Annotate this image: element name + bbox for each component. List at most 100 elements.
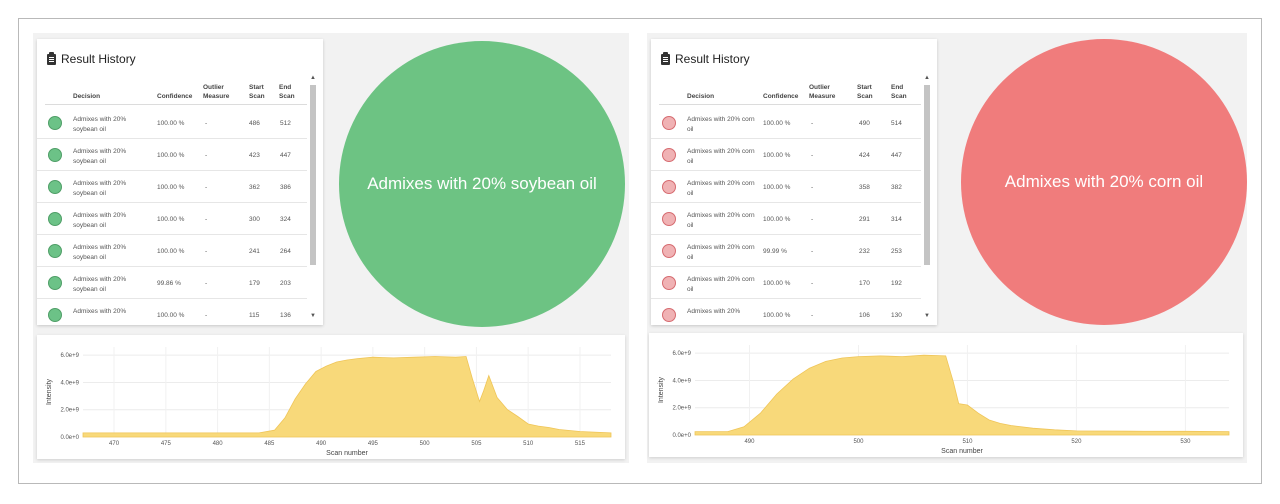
intensity-area bbox=[82, 356, 612, 438]
y-tick-label: 4.0e+9 bbox=[672, 378, 691, 384]
table-row[interactable]: Admixes with 20% corn oil 100.00 % - 170… bbox=[651, 267, 921, 299]
x-tick-label: 500 bbox=[420, 441, 431, 447]
row-start-scan: 179 bbox=[249, 280, 260, 287]
table-row[interactable]: Admixes with 20% soybean oil 100.00 % - … bbox=[37, 139, 307, 171]
row-decision: Admixes with 20% corn oil bbox=[687, 276, 755, 293]
table-body[interactable]: Admixes with 20% corn oil 100.00 % - 490… bbox=[651, 107, 921, 325]
row-confidence: 100.00 % bbox=[157, 216, 185, 223]
row-decision: Admixes with 20% corn oil bbox=[687, 180, 755, 197]
row-start-scan: 358 bbox=[859, 184, 870, 191]
table-row[interactable]: Admixes with 20% corn oil 100.00 % - 358… bbox=[651, 171, 921, 203]
row-decision: Admixes with 20% soybean oil bbox=[73, 180, 127, 197]
row-outlier: - bbox=[811, 216, 814, 223]
table-body[interactable]: Admixes with 20% soybean oil 100.00 % - … bbox=[37, 107, 307, 325]
row-confidence: 100.00 % bbox=[763, 152, 791, 159]
row-decision: Admixes with 20% soybean oil bbox=[73, 276, 127, 293]
scroll-up-icon[interactable]: ▲ bbox=[924, 75, 930, 81]
scroll-down-icon[interactable]: ▼ bbox=[924, 313, 930, 319]
scroll-down-icon[interactable]: ▼ bbox=[310, 313, 316, 319]
status-dot bbox=[48, 148, 62, 162]
intensity-chart: 0.0e+0 2.0e+9 4.0e+9 6.0e+9 470 475 480 485 490 4… bbox=[46, 347, 612, 457]
row-decision: Admixes with 20% bbox=[687, 308, 741, 315]
row-confidence: 99.99 % bbox=[763, 248, 787, 255]
x-tick-label: 530 bbox=[1180, 439, 1191, 445]
column-outlier: Outlier Measure bbox=[809, 84, 836, 100]
row-confidence: 100.00 % bbox=[157, 120, 185, 127]
row-end-scan: 203 bbox=[280, 280, 291, 287]
table-row[interactable]: Admixes with 20% soybean oil 100.00 % - … bbox=[37, 203, 307, 235]
clipboard-icon bbox=[47, 51, 56, 65]
row-end-scan: 447 bbox=[280, 152, 291, 159]
table-header: Decision Confidence Outlier Measure Star… bbox=[651, 75, 921, 105]
column-end-scan: End Scan bbox=[279, 84, 295, 100]
status-dot bbox=[48, 180, 62, 194]
row-outlier: - bbox=[811, 248, 814, 255]
row-outlier: - bbox=[811, 120, 814, 127]
dashboard-corn: Result History Decision Confidence Outli… bbox=[647, 33, 1247, 463]
result-label: Admixes with 20% soybean oil bbox=[367, 174, 597, 193]
table-scrollbar[interactable]: ▲ ▼ bbox=[309, 75, 317, 319]
row-outlier: - bbox=[811, 184, 814, 191]
row-decision: Admixes with 20% soybean oil bbox=[73, 212, 127, 229]
row-confidence: 100.00 % bbox=[763, 120, 791, 127]
row-end-scan: 253 bbox=[891, 248, 902, 255]
row-confidence: 100.00 % bbox=[763, 184, 791, 191]
scroll-up-icon[interactable]: ▲ bbox=[310, 75, 316, 81]
result-history-heading: Result History bbox=[47, 51, 136, 66]
table-scrollbar[interactable]: ▲ ▼ bbox=[923, 75, 931, 319]
table-row[interactable]: Admixes with 20% soybean oil 100.00 % - … bbox=[37, 107, 307, 139]
row-start-scan: 170 bbox=[859, 280, 870, 287]
row-start-scan: 362 bbox=[249, 184, 260, 191]
row-start-scan: 424 bbox=[859, 152, 870, 159]
status-dot bbox=[662, 244, 676, 258]
column-confidence: Confidence bbox=[763, 93, 799, 100]
table-row[interactable]: Admixes with 20% corn oil 100.00 % - 424… bbox=[651, 139, 921, 171]
table-row[interactable]: Admixes with 20% corn oil 99.99 % - 232 … bbox=[651, 235, 921, 267]
row-confidence: 100.00 % bbox=[157, 184, 185, 191]
x-tick-label: 505 bbox=[471, 441, 482, 447]
row-confidence: 100.00 % bbox=[157, 248, 185, 255]
table-row[interactable]: Admixes with 20% soybean oil 99.86 % - 1… bbox=[37, 267, 307, 299]
status-dot bbox=[48, 116, 62, 130]
row-decision: Admixes with 20% soybean oil bbox=[73, 244, 127, 261]
row-decision: Admixes with 20% soybean oil bbox=[73, 116, 127, 133]
dashboard-soybean: Result History Decision Confidence Outli… bbox=[33, 33, 629, 463]
row-outlier: - bbox=[205, 216, 208, 223]
status-dot bbox=[662, 116, 676, 130]
table-row[interactable]: Admixes with 20% corn oil 100.00 % - 291… bbox=[651, 203, 921, 235]
row-outlier: - bbox=[205, 120, 208, 127]
status-dot bbox=[48, 244, 62, 258]
table-row[interactable]: Admixes with 20% soybean oil 100.00 % - … bbox=[37, 171, 307, 203]
row-decision: Admixes with 20% bbox=[73, 308, 127, 315]
scrollbar-thumb[interactable] bbox=[310, 85, 316, 265]
column-confidence: Confidence bbox=[157, 93, 193, 100]
column-start-scan: Start Scan bbox=[249, 84, 265, 100]
row-outlier: - bbox=[205, 184, 208, 191]
status-dot bbox=[662, 308, 676, 322]
row-end-scan: 382 bbox=[891, 184, 902, 191]
row-confidence: 99.86 % bbox=[157, 280, 181, 287]
row-start-scan: 106 bbox=[859, 312, 870, 319]
result-label: Admixes with 20% corn oil bbox=[1004, 172, 1204, 191]
result-circle: Admixes with 20% soybean oil bbox=[339, 41, 625, 327]
table-row[interactable]: Admixes with 20% corn oil 100.00 % - 490… bbox=[651, 107, 921, 139]
row-decision: Admixes with 20% corn oil bbox=[687, 212, 755, 229]
column-decision: Decision bbox=[687, 93, 715, 100]
x-tick-label: 515 bbox=[575, 441, 586, 447]
row-start-scan: 490 bbox=[859, 120, 870, 127]
result-history-title: Result History bbox=[675, 52, 750, 66]
result-history-card: Result History Decision Confidence Outli… bbox=[651, 39, 937, 325]
result-history-title: Result History bbox=[61, 52, 136, 66]
table-row[interactable]: Admixes with 20% 100.00 % - 106 130 bbox=[651, 299, 921, 325]
table-row[interactable]: Admixes with 20% 100.00 % - 115 136 bbox=[37, 299, 307, 325]
x-tick-label: 470 bbox=[109, 441, 120, 447]
x-tick-label: 490 bbox=[316, 441, 327, 447]
row-end-scan: 314 bbox=[891, 216, 902, 223]
y-tick-label: 2.0e+9 bbox=[672, 406, 691, 412]
column-decision: Decision bbox=[73, 93, 101, 100]
x-axis-label: Scan number bbox=[326, 450, 368, 457]
table-row[interactable]: Admixes with 20% soybean oil 100.00 % - … bbox=[37, 235, 307, 267]
scrollbar-thumb[interactable] bbox=[924, 85, 930, 265]
x-tick-label: 500 bbox=[853, 439, 864, 445]
row-end-scan: 324 bbox=[280, 216, 291, 223]
